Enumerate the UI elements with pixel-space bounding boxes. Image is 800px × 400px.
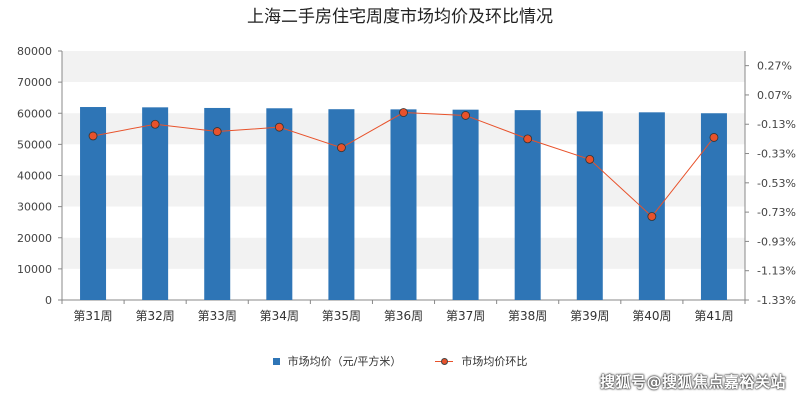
right-tick-label: 0.07% bbox=[757, 89, 792, 102]
left-tick-label: 60000 bbox=[17, 107, 52, 120]
right-tick-label: -1.33% bbox=[757, 294, 796, 307]
x-tick-label: 第34周 bbox=[260, 309, 299, 323]
left-tick-label: 30000 bbox=[17, 201, 52, 214]
x-tick-label: 第36周 bbox=[384, 309, 423, 323]
legend-line-swatch bbox=[435, 357, 454, 365]
grid-band bbox=[62, 82, 745, 114]
x-tick-label: 第37周 bbox=[446, 309, 485, 323]
left-tick-label: 50000 bbox=[17, 138, 52, 151]
left-tick-label: 20000 bbox=[17, 232, 52, 245]
legend-label-change: 市场均价环比 bbox=[461, 355, 528, 368]
bar bbox=[390, 109, 417, 300]
x-tick-label: 第32周 bbox=[135, 309, 174, 323]
bar bbox=[266, 108, 293, 301]
right-tick-label: -0.73% bbox=[757, 206, 796, 219]
left-tick-label: 80000 bbox=[17, 45, 52, 58]
bar bbox=[142, 107, 169, 301]
x-tick-label: 第41周 bbox=[694, 309, 733, 323]
change-point bbox=[709, 133, 719, 142]
left-axis-ticks: 0 10000 20000 30000 40000 50000 60000 70000 8000… bbox=[17, 45, 62, 307]
x-tick-label: 第35周 bbox=[322, 309, 361, 323]
bar bbox=[204, 107, 231, 301]
change-point bbox=[274, 122, 284, 132]
grid-band bbox=[62, 51, 745, 83]
legend-label-price: 市场均价（元/平方米） bbox=[287, 355, 402, 368]
right-axis-ticks: -1.33% -1.13% -0.93% -0.73% -0.53% -0.33% -0.1… bbox=[745, 60, 796, 307]
left-tick-label: 0 bbox=[45, 294, 52, 307]
change-point bbox=[337, 143, 346, 153]
right-tick-label: -0.93% bbox=[757, 235, 796, 248]
bar bbox=[576, 111, 603, 300]
right-tick-label: -0.53% bbox=[757, 177, 796, 190]
x-tick-label: 第31周 bbox=[73, 309, 112, 323]
change-point bbox=[88, 131, 98, 141]
right-tick-label: 0.27% bbox=[757, 60, 792, 73]
legend-bar-swatch bbox=[272, 357, 280, 365]
change-point bbox=[523, 134, 533, 144]
change-point bbox=[399, 108, 408, 117]
right-tick-label: -0.13% bbox=[757, 118, 796, 131]
x-tick-label: 第33周 bbox=[198, 309, 237, 323]
legend-item-change[interactable]: 市场均价环比 bbox=[435, 353, 527, 369]
bar bbox=[328, 109, 355, 300]
right-tick-label: -0.33% bbox=[757, 148, 796, 161]
left-tick-label: 40000 bbox=[17, 170, 52, 183]
change-point bbox=[150, 119, 160, 129]
bar bbox=[700, 113, 727, 300]
chart-title: 上海二手房住宅周度市场均价及环比情况 bbox=[247, 7, 553, 27]
left-tick-label: 10000 bbox=[17, 263, 52, 276]
right-tick-label: -1.13% bbox=[757, 265, 796, 278]
x-tick-label: 第38周 bbox=[508, 309, 547, 323]
x-tick-label: 第39周 bbox=[570, 309, 609, 323]
x-axis-labels: 第31周 第32周 第33周 第34周 第35周 第36周 第37周 第38周 第39周 第40周… bbox=[61, 300, 746, 323]
bar bbox=[452, 109, 479, 300]
change-point bbox=[461, 111, 470, 120]
x-tick-label: 第40周 bbox=[632, 309, 671, 323]
change-point bbox=[585, 154, 595, 164]
watermark: 搜狐号@搜狐焦点嘉裕关站 bbox=[599, 373, 786, 391]
line-series bbox=[88, 108, 719, 221]
bar bbox=[638, 112, 665, 300]
change-point bbox=[212, 127, 222, 136]
left-tick-label: 70000 bbox=[17, 76, 52, 89]
legend-item-price[interactable]: 市场均价（元/平方米） bbox=[272, 353, 402, 369]
legend: 市场均价（元/平方米） 市场均价环比 bbox=[0, 350, 800, 372]
change-point bbox=[647, 212, 657, 221]
